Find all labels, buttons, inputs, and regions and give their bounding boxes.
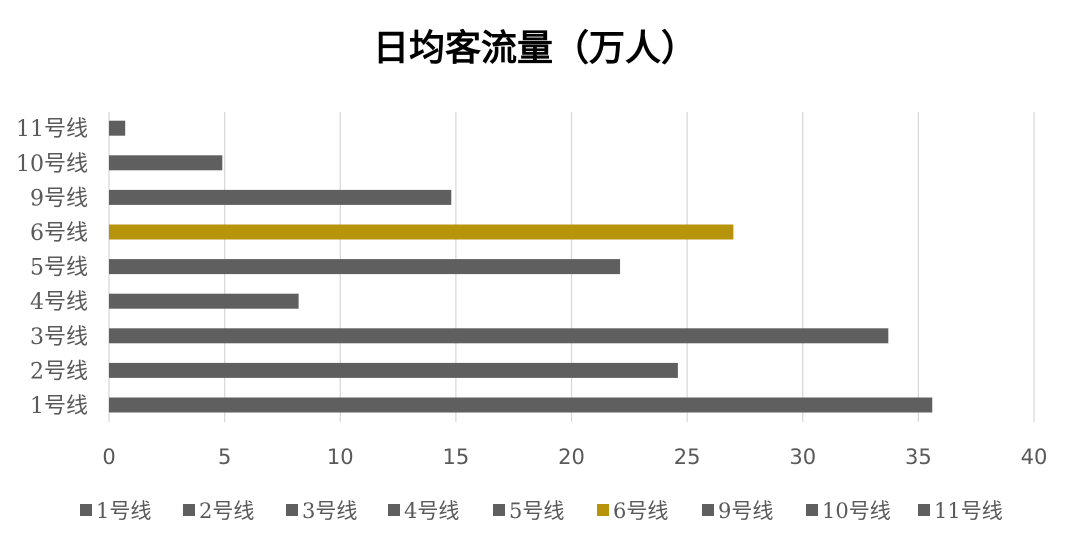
legend-swatch-5号线 <box>493 504 505 516</box>
y-category-label: 10号线 <box>16 152 88 177</box>
y-category-label: 1号线 <box>30 394 88 419</box>
x-tick-label: 30 <box>789 445 816 469</box>
legend-label: 1号线 <box>96 499 151 523</box>
legend-label: 9号线 <box>718 499 773 523</box>
x-tick-label: 5 <box>218 445 231 469</box>
legend-swatch-6号线 <box>597 504 609 516</box>
legend-label: 6号线 <box>613 499 668 523</box>
x-tick-label: 10 <box>327 445 354 469</box>
bar-5号线 <box>109 259 621 275</box>
x-tick-label: 0 <box>102 445 115 469</box>
x-tick-label: 35 <box>905 445 932 469</box>
legend-label: 4号线 <box>404 499 459 523</box>
y-category-label: 5号线 <box>30 256 88 281</box>
legend-swatch-11号线 <box>918 504 930 516</box>
x-tick-label: 20 <box>558 445 585 469</box>
legend: 1号线 2号线 3号线 4号线 5号线 6号线 9号线 10号线 11号线 <box>80 499 1003 523</box>
x-tick-label: 15 <box>443 445 470 469</box>
legend-label: 5号线 <box>509 499 564 523</box>
y-category-label: 9号线 <box>30 186 88 211</box>
chart-title: 日均客流量（万人） <box>373 28 697 69</box>
legend-swatch-9号线 <box>702 504 714 516</box>
bar-2号线 <box>109 362 678 378</box>
x-tick-label: 25 <box>674 445 701 469</box>
bar-3号线 <box>109 328 889 344</box>
y-axis-labels: 1号线 2号线 3号线 4号线 5号线 6号线 9号线 10号线 11号线 <box>16 117 88 419</box>
y-category-label: 6号线 <box>30 221 88 246</box>
bar-11号线 <box>109 120 126 136</box>
bar-4号线 <box>109 293 299 309</box>
bar-1号线 <box>109 397 933 413</box>
y-category-label: 11号线 <box>16 117 88 142</box>
legend-swatch-2号线 <box>183 504 195 516</box>
legend-swatch-10号线 <box>806 504 818 516</box>
legend-swatch-1号线 <box>80 504 92 516</box>
bar-6号线 <box>109 224 734 240</box>
x-axis-ticks: 0 5 10 15 20 25 30 35 40 <box>102 445 1047 469</box>
x-tick-label: 40 <box>1021 445 1048 469</box>
legend-swatch-3号线 <box>286 504 298 516</box>
bar-9号线 <box>109 189 452 205</box>
y-category-label: 2号线 <box>30 359 88 384</box>
y-category-label: 4号线 <box>30 290 88 315</box>
bars <box>109 120 933 413</box>
legend-label: 3号线 <box>302 499 357 523</box>
legend-label: 11号线 <box>934 499 1003 523</box>
legend-label: 2号线 <box>199 499 254 523</box>
legend-swatch-4号线 <box>388 504 400 516</box>
bar-10号线 <box>109 155 223 171</box>
legend-label: 10号线 <box>822 499 891 523</box>
y-category-label: 3号线 <box>30 325 88 350</box>
